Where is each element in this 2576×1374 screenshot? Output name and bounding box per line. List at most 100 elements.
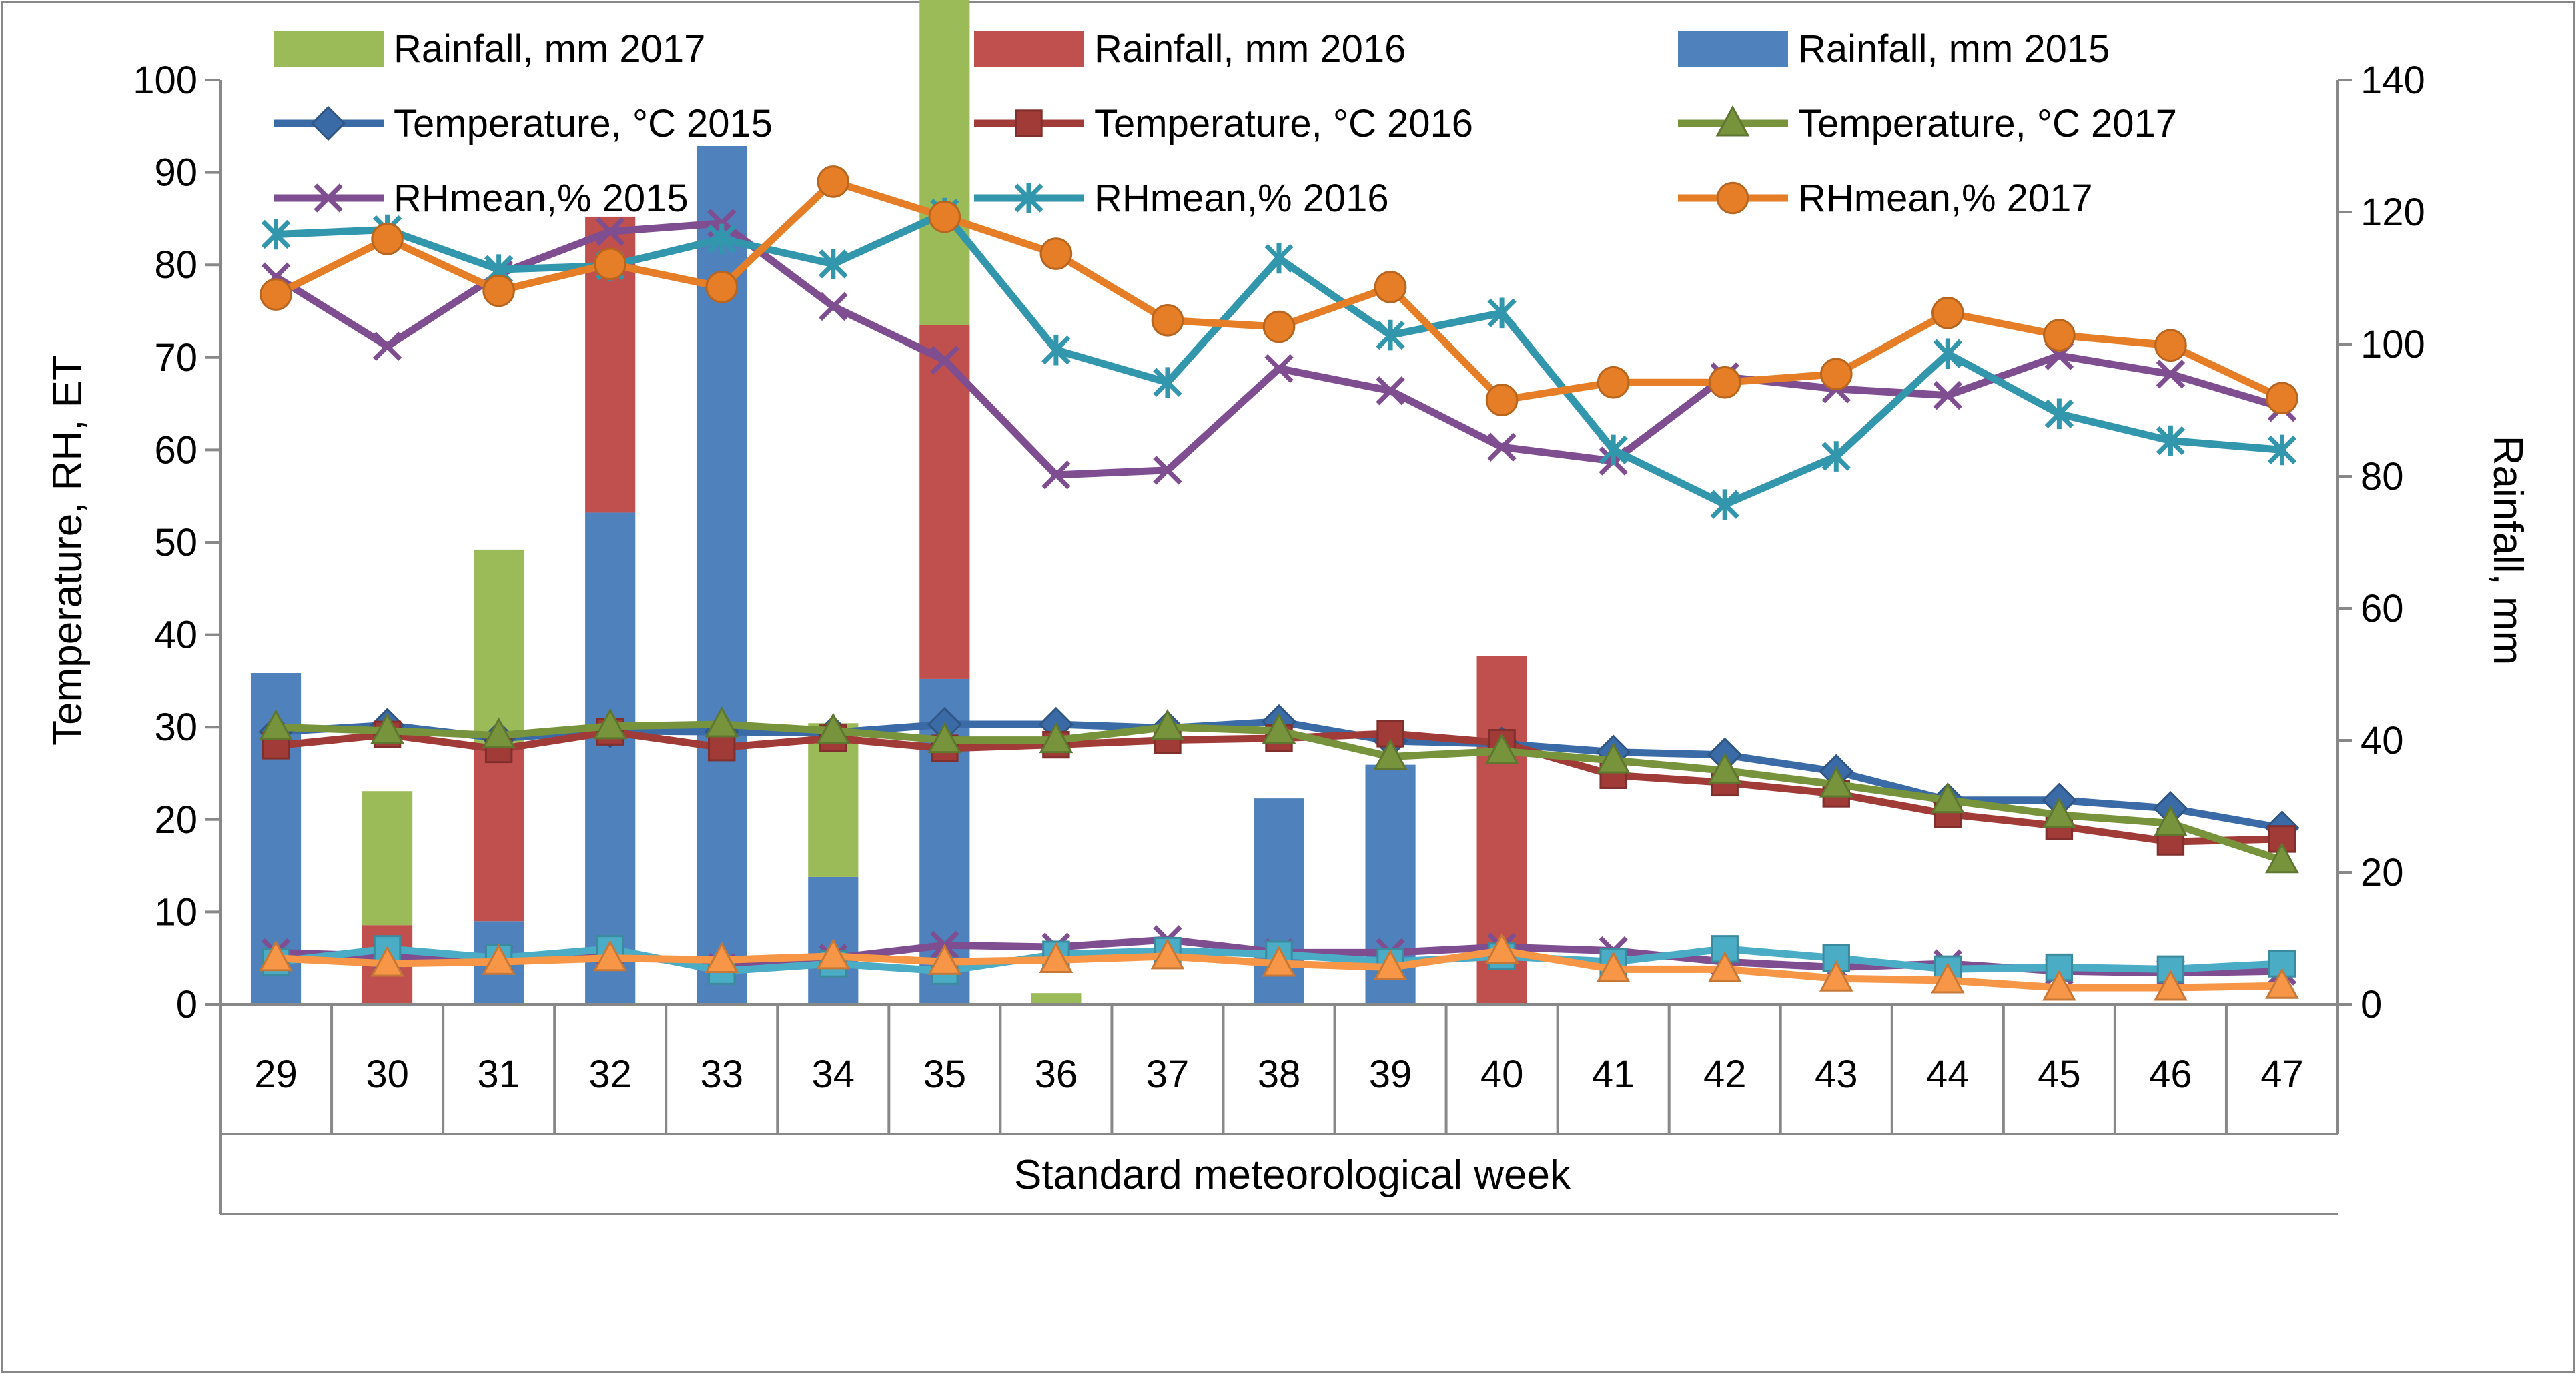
data-point (1262, 945, 1296, 977)
data-point (1041, 460, 1071, 490)
data-point (370, 712, 404, 744)
data-point (1039, 237, 1073, 270)
y-left-tick-label: 70 (154, 336, 197, 380)
y-left-tick-label: 30 (154, 706, 197, 749)
legend-marker (1716, 181, 1749, 215)
legend-item: RHmean,% 2017 (1678, 177, 2093, 220)
data-point (1710, 489, 1739, 520)
legend-item: Temperature, °C 2015 (274, 102, 773, 145)
data-point (372, 331, 402, 361)
data-point (1933, 380, 1962, 410)
data-point (1484, 932, 1519, 964)
bar-segment (474, 549, 524, 748)
data-point (1150, 709, 1185, 740)
legend-item: RHmean,% 2015 (274, 177, 689, 220)
y-axis-left-label: Temperature, RH, ET (45, 355, 91, 746)
data-point (2042, 969, 2076, 1001)
legend-label: Rainfall, mm 2017 (394, 27, 705, 71)
x-tick-label: 46 (2149, 1053, 2192, 1096)
data-point (2265, 968, 2299, 999)
data-point (1821, 441, 1851, 472)
y-right-tick-label: 0 (2360, 983, 2382, 1026)
data-point (1151, 304, 1184, 337)
data-point (2154, 969, 2188, 1001)
data-point (482, 274, 515, 307)
data-point (2267, 434, 2297, 466)
data-point (1485, 384, 1519, 416)
data-point (1153, 367, 1182, 398)
data-point (482, 944, 516, 975)
data-point (1819, 358, 1853, 391)
data-point (708, 733, 736, 762)
x-tick-label: 40 (1480, 1053, 1524, 1096)
data-point (2154, 329, 2187, 362)
legend-marker (314, 183, 343, 213)
data-point (260, 278, 292, 311)
data-point (1262, 310, 1296, 344)
legend-item: Rainfall, mm 2016 (974, 27, 1406, 71)
legend-label: Rainfall, mm 2016 (1094, 27, 1406, 71)
x-tick-label: 29 (254, 1053, 298, 1096)
data-point (1039, 722, 1074, 754)
data-point (1264, 354, 1294, 384)
data-point (927, 722, 962, 754)
y-left-tick-label: 60 (154, 428, 197, 472)
data-point (1374, 271, 1407, 303)
x-tick-label: 44 (1926, 1053, 1970, 1096)
data-point (819, 249, 848, 279)
y-right-tick-label: 100 (2360, 323, 2425, 366)
legend-marker (1715, 105, 1750, 137)
data-point (370, 945, 404, 977)
x-tick-label: 31 (477, 1053, 520, 1096)
data-point (1819, 960, 1853, 992)
bar-layer (250, 0, 1527, 1004)
axes-layer: 0 10 20 30 40 50 60 70 80 90 100 0 20 40 60 80 100 120 140 (133, 59, 2425, 1026)
y-right-tick-label: 40 (2360, 719, 2404, 762)
data-point (816, 938, 851, 970)
data-point (2266, 382, 2298, 415)
data-point (705, 706, 739, 738)
y-left-tick-label: 80 (154, 243, 197, 287)
data-point (1376, 376, 1405, 406)
data-point (2043, 319, 2076, 352)
data-point (2042, 796, 2076, 828)
data-point (1930, 962, 1965, 994)
y-right-tick-label: 20 (2360, 851, 2404, 894)
data-point (1373, 738, 1408, 770)
legend-label: Temperature, °C 2017 (1798, 102, 2177, 145)
y-right-tick-label: 120 (2360, 191, 2425, 234)
legend-marker (1014, 183, 1043, 213)
y-left-tick-label: 40 (154, 614, 197, 657)
data-point (259, 940, 293, 972)
bar-segment (919, 325, 970, 679)
x-tick-label: 42 (1703, 1053, 1747, 1096)
legend-label: RHmean,% 2016 (1094, 177, 1389, 220)
data-point (2156, 360, 2186, 389)
x-tick-label: 39 (1369, 1053, 1412, 1096)
y-axis-right-label: Rainfall, mm (2485, 436, 2531, 666)
data-point (594, 247, 626, 281)
bar-segment (919, 0, 970, 325)
data-point (1707, 951, 1742, 982)
data-point (1262, 712, 1296, 744)
data-point (371, 223, 404, 255)
x-tick-label: 45 (2038, 1053, 2081, 1096)
data-point (1484, 733, 1519, 764)
data-point (1150, 938, 1185, 970)
data-point (1597, 366, 1630, 399)
y-right-tick-label: 140 (2360, 59, 2425, 102)
legend-item: Temperature, °C 2016 (974, 102, 1473, 145)
legend-swatch (274, 31, 384, 67)
data-point (1707, 752, 1742, 784)
data-point (930, 346, 959, 375)
x-tick-label: 47 (2260, 1053, 2304, 1096)
legend-marker (1015, 109, 1043, 137)
legend-label: RHmean,% 2015 (394, 177, 689, 220)
legend-item: Temperature, °C 2017 (1678, 102, 2177, 145)
bar-segment (1031, 993, 1082, 1004)
data-point (1487, 297, 1517, 329)
legend: Rainfall, mm 2017 Rainfall, mm 2016 Rainfa… (274, 27, 2177, 220)
